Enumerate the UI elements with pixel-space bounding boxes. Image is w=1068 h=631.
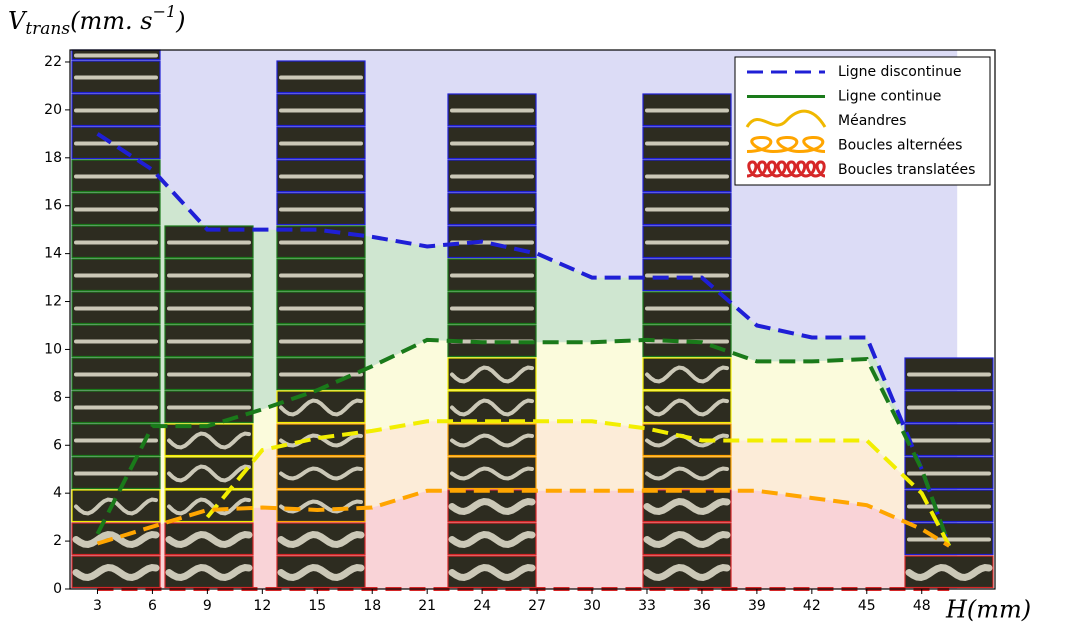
y-tick-label: 14 (44, 246, 62, 262)
y-tick-label: 20 (44, 102, 62, 118)
y-tick-label: 12 (44, 294, 62, 310)
photo-filament (279, 398, 363, 417)
x-tick-label: 30 (583, 598, 601, 614)
y-axis-label: Vtrans(mm. s−1) (8, 2, 186, 39)
series-line (95, 337, 952, 547)
y-tick-label: 0 (53, 581, 62, 597)
photo-filament (277, 530, 365, 548)
photo-tile (164, 456, 254, 490)
x-tick-label: 39 (748, 598, 766, 614)
legend-label: Boucles alternées (838, 138, 962, 154)
plot-frame (69, 49, 996, 590)
photo-tile (447, 357, 537, 391)
photo-filament (645, 365, 729, 384)
photo-tile (642, 390, 732, 424)
photo-filament (167, 497, 251, 516)
photo-tile (164, 423, 254, 457)
x-tick-label: 9 (203, 598, 212, 614)
photo-filament (450, 433, 534, 448)
legend-marker (745, 109, 827, 128)
y-tick-label: 10 (44, 341, 62, 357)
y-label-sup: −1 (153, 2, 177, 21)
photo-tiles (71, 49, 994, 589)
photo-filament (165, 530, 253, 548)
photo-filament (643, 497, 731, 515)
y-tick-label: 6 (53, 437, 62, 453)
legend-marker (746, 135, 826, 154)
photo-tile (447, 390, 537, 424)
legend-marker (746, 160, 826, 178)
y-label-end: ) (175, 7, 185, 35)
legend-label: Boucles translatées (838, 162, 975, 178)
x-tick-label: 48 (913, 598, 931, 614)
photo-filament (643, 563, 731, 581)
y-label-main: V (8, 7, 28, 35)
x-tick-label: 6 (148, 598, 157, 614)
series-line (96, 132, 952, 547)
series-line (205, 419, 951, 547)
x-tick-label: 24 (473, 598, 491, 614)
legend-label: Ligne discontinue (838, 64, 961, 80)
photo-tile (71, 489, 161, 523)
x-tick-label: 15 (308, 598, 326, 614)
y-tick-label: 18 (44, 150, 62, 166)
photo-filament (279, 499, 363, 514)
photo-filament (167, 464, 251, 483)
photo-filament (448, 497, 536, 515)
photo-filament (643, 530, 731, 548)
legend-label: Méandres (838, 113, 906, 129)
y-tick-label: 4 (53, 485, 62, 501)
x-tick-label: 36 (693, 598, 711, 614)
photo-filament (167, 431, 251, 450)
photo-tile (276, 390, 366, 424)
x-tick-label: 21 (418, 598, 436, 614)
x-tick-label: 12 (253, 598, 271, 614)
legend-label: Ligne continue (838, 89, 941, 105)
photo-filament (448, 530, 536, 548)
photo-filament (645, 398, 729, 417)
y-label-sub: trans (25, 19, 70, 39)
x-tick-label: 3 (93, 598, 102, 614)
photo-filament (277, 563, 365, 581)
photo-filament (450, 466, 534, 481)
x-tick-label: 42 (803, 598, 821, 614)
photo-filament (448, 563, 536, 581)
x-tick-label: 45 (858, 598, 876, 614)
photo-filament (165, 563, 253, 581)
photo-filament (905, 563, 993, 581)
photo-filament (450, 365, 534, 384)
photo-tile (642, 357, 732, 391)
photo-filament (279, 466, 363, 481)
photo-filament (645, 466, 729, 481)
x-axis-label: H(mm) (945, 596, 1031, 624)
y-tick-label: 16 (44, 198, 62, 214)
y-tick-label: 22 (44, 54, 62, 70)
photo-filament (450, 398, 534, 417)
x-tick-label: 27 (528, 598, 546, 614)
photo-filament (74, 497, 158, 516)
x-tick-label: 33 (638, 598, 656, 614)
y-tick-label: 2 (53, 533, 62, 549)
y-label-rest: (mm. s (70, 7, 152, 35)
y-tick-label: 8 (53, 389, 62, 405)
series-line (96, 488, 951, 548)
x-tick-label: 18 (363, 598, 381, 614)
photo-filament (72, 530, 160, 548)
photo-filament (72, 563, 160, 581)
